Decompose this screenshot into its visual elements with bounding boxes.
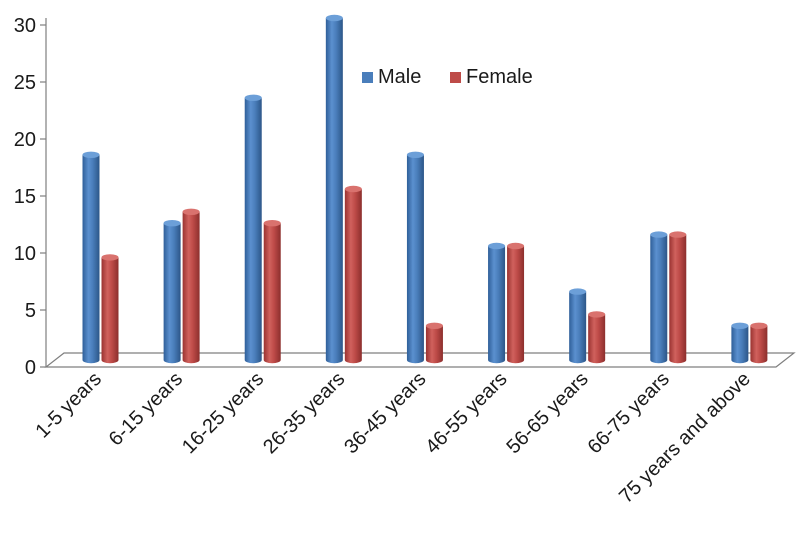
bar-cap bbox=[182, 208, 200, 215]
bar-body bbox=[507, 246, 525, 364]
bar-male-2 bbox=[244, 94, 262, 364]
bar-cap bbox=[588, 311, 606, 318]
bar-male-8 bbox=[731, 322, 749, 364]
bar-male-5 bbox=[488, 242, 506, 364]
bar-cap bbox=[101, 254, 119, 261]
bar-male-6 bbox=[569, 288, 587, 364]
bar-body bbox=[650, 234, 668, 364]
bar-female-1 bbox=[182, 208, 200, 364]
bar-body bbox=[82, 154, 100, 364]
bar-body bbox=[588, 314, 606, 364]
x-category-label: 46-55 years bbox=[421, 368, 511, 458]
y-tick-label: 20 bbox=[14, 129, 36, 151]
y-tick-label: 10 bbox=[14, 243, 36, 265]
bar-cap bbox=[669, 231, 687, 238]
bar-body bbox=[406, 154, 424, 364]
x-category-label: 26-35 years bbox=[259, 368, 349, 458]
bar-male-0 bbox=[82, 151, 100, 364]
bar-female-8 bbox=[750, 322, 768, 364]
legend-item-female: Female bbox=[450, 66, 533, 88]
bar-cap bbox=[406, 151, 424, 158]
bar-cap bbox=[82, 151, 100, 158]
bars bbox=[82, 14, 768, 364]
bar-cap bbox=[650, 231, 668, 238]
bar-female-2 bbox=[263, 220, 281, 364]
bar-cap bbox=[569, 288, 587, 295]
bar-body bbox=[731, 325, 749, 364]
bar-female-4 bbox=[425, 322, 443, 364]
bar-female-7 bbox=[669, 231, 687, 364]
bar-cap bbox=[488, 242, 506, 250]
legend-item-male: Male bbox=[362, 66, 421, 88]
bar-body bbox=[344, 189, 362, 364]
bar-body bbox=[101, 257, 119, 364]
bar-cap bbox=[263, 220, 281, 227]
bar-body bbox=[182, 211, 200, 364]
bar-body bbox=[325, 18, 343, 364]
x-category-label: 36-45 years bbox=[340, 368, 430, 458]
y-tick-label: 30 bbox=[14, 15, 36, 37]
legend-swatch bbox=[450, 72, 461, 83]
legend-label: Male bbox=[378, 66, 421, 88]
bar-female-5 bbox=[507, 242, 525, 364]
bar-cap bbox=[750, 322, 768, 329]
bar-cap bbox=[507, 242, 525, 250]
bar-male-4 bbox=[406, 151, 424, 364]
bar-body bbox=[569, 291, 587, 364]
bar-cap bbox=[325, 14, 343, 22]
y-tick-label: 15 bbox=[14, 186, 36, 208]
bar-female-0 bbox=[101, 254, 119, 364]
legend: Male Female bbox=[362, 66, 533, 88]
y-tick-label: 5 bbox=[25, 300, 36, 322]
y-tick-label: 25 bbox=[14, 72, 36, 94]
bar-cap bbox=[425, 322, 443, 329]
bar-cap bbox=[244, 94, 262, 102]
bar-body bbox=[669, 234, 687, 364]
x-category-label: 1-5 years bbox=[32, 368, 107, 443]
bar-body bbox=[425, 325, 443, 364]
bar-male-1 bbox=[163, 220, 181, 364]
bar-male-3 bbox=[325, 14, 343, 364]
bar-female-3 bbox=[344, 185, 362, 364]
bar-female-6 bbox=[588, 311, 606, 364]
bar-cap bbox=[731, 322, 749, 329]
bar-cap bbox=[344, 185, 362, 193]
bar-cap bbox=[163, 220, 181, 227]
y-tick-label: 0 bbox=[25, 357, 36, 379]
x-category-label: 66-75 years bbox=[584, 368, 674, 458]
legend-label: Female bbox=[466, 66, 533, 88]
legend-swatch bbox=[362, 72, 373, 83]
x-category-label: 16-25 years bbox=[178, 368, 268, 458]
bar-body bbox=[263, 223, 281, 364]
bar-male-7 bbox=[650, 231, 668, 364]
bar-body bbox=[244, 97, 262, 364]
x-category-label: 56-65 years bbox=[502, 368, 592, 458]
bar-body bbox=[488, 246, 506, 364]
bar-body bbox=[750, 325, 768, 364]
x-category-label: 6-15 years bbox=[105, 368, 187, 450]
bar-body bbox=[163, 223, 181, 364]
